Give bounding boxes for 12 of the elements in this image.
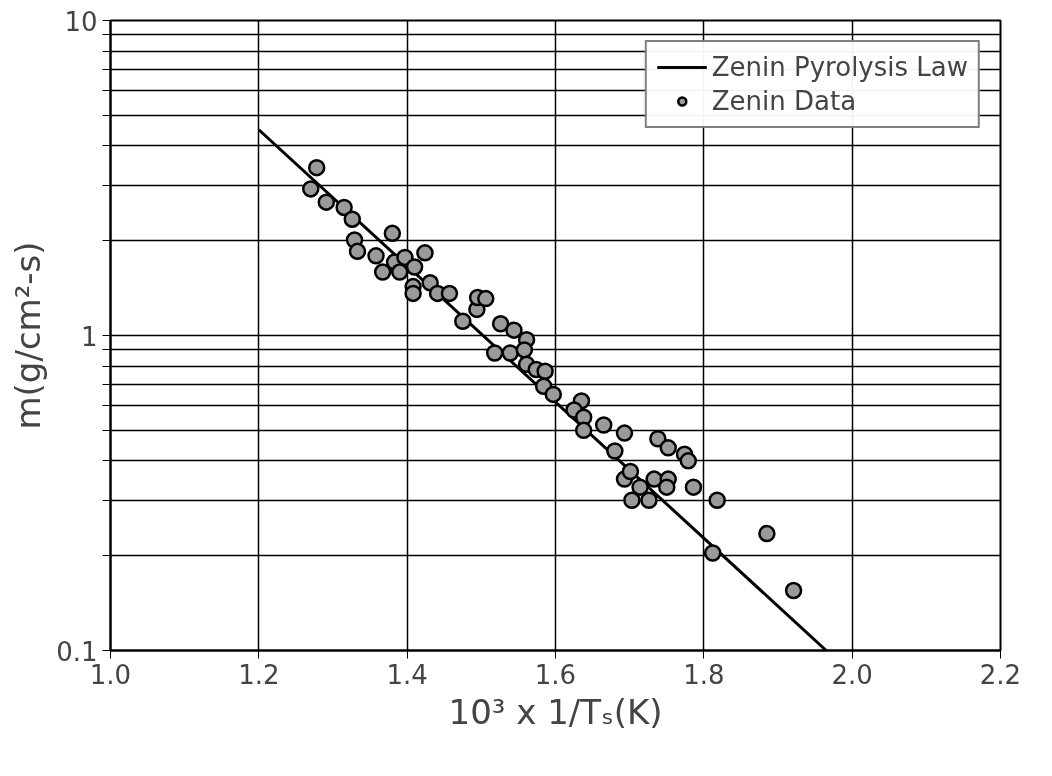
- x-tick-label: 1.8: [683, 659, 725, 690]
- x-tick-label: 1.6: [534, 659, 577, 690]
- y-tick-label: 1: [80, 321, 98, 352]
- x-axis-title: 10³ x 1/Tₛ(K): [448, 691, 663, 732]
- x-tick-label: 1.4: [386, 659, 428, 690]
- y-tick-label: 10: [64, 6, 98, 37]
- y-axis-title: m(g/cm²-s): [8, 241, 49, 430]
- legend-label: Zenin Pyrolysis Law: [711, 52, 968, 82]
- legend-label: Zenin Data: [711, 86, 857, 116]
- x-tick-label: 1.2: [238, 659, 280, 690]
- x-tick-label: 2.2: [979, 659, 1022, 690]
- x-tick-label: 2.0: [831, 659, 873, 690]
